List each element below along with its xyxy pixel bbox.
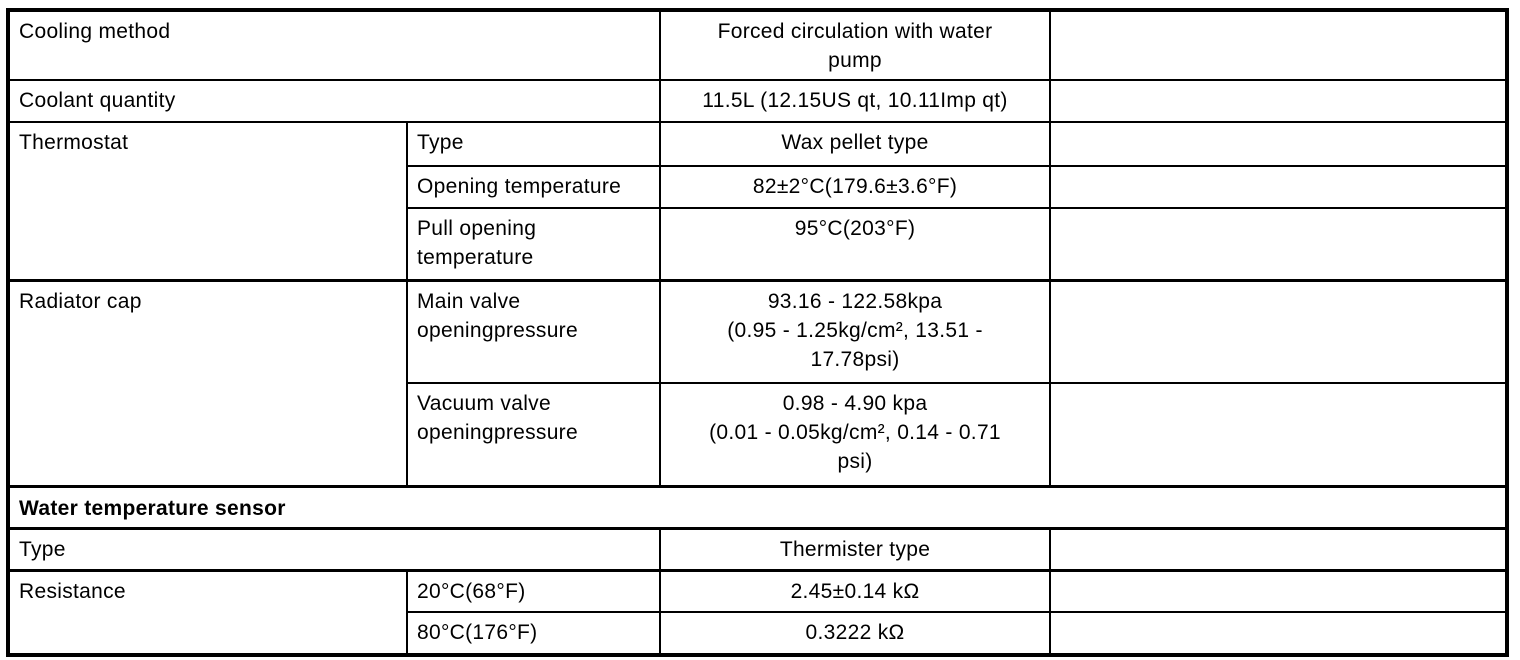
table-row-section-header: Water temperature sensor [6,484,1509,529]
resistance-80c-value: 0.3222 kΩ [659,611,1052,656]
table-row-cooling-method: Cooling method Forced circulation with w… [6,9,1509,81]
table-row-pull-opening-temperature: Pull opening temperature 95°C(203°F) [8,207,1509,281]
water-temperature-sensor-section-header: Water temperature sensor [6,484,1509,529]
empty-cell [1049,278,1509,384]
empty-cell [1049,526,1509,571]
pull-opening-temperature-value: 95°C(203°F) [659,207,1052,281]
vacuum-valve-opening-pressure-value: 0.98 - 4.90 kpa (0.01 - 0.05kg/cm², 0.14… [659,382,1052,487]
empty-cell [1049,9,1509,81]
page: { "colors": { "background": "#ffffff", "… [0,8,1520,660]
empty-cell [1049,207,1509,281]
thermostat-group-label: Thermostat [7,121,408,281]
opening-temperature-value: 82±2°C(179.6±3.6°F) [659,165,1052,209]
empty-cell [1049,611,1509,656]
specs-table: Cooling method Forced circulation with w… [6,8,1510,657]
sensor-type-label: Type [6,526,662,571]
main-valve-opening-pressure-value: 93.16 - 122.58kpa (0.95 - 1.25kg/cm², 13… [659,278,1052,384]
thermostat-type-value: Wax pellet type [659,121,1052,167]
resistance-20c-value: 2.45±0.14 kΩ [659,568,1052,613]
table-row-resistance-20c: Resistance 20°C(68°F) 2.45±0.14 kΩ [7,568,1509,656]
empty-cell [1049,79,1509,123]
table-row-main-valve: Radiator cap Main valve openingpressure … [7,278,1509,487]
empty-cell [1049,568,1509,613]
resistance-80c-label: 80°C(176°F) [405,611,662,656]
table-row-resistance-80c: 80°C(176°F) 0.3222 kΩ [8,611,1509,656]
coolant-quantity-value: 11.5L (12.15US qt, 10.11Imp qt) [659,79,1052,123]
table-row-coolant-quantity: Coolant quantity 11.5L (12.15US qt, 10.1… [6,79,1509,123]
cooling-method-label: Cooling method [6,9,662,81]
radiator-cap-group-label: Radiator cap [7,278,408,487]
thermostat-type-label: Type [405,121,662,167]
main-valve-opening-pressure-label: Main valve openingpressure [405,278,662,384]
cooling-method-value: Forced circulation with water pump [659,9,1052,81]
resistance-group-label: Resistance [7,568,408,656]
coolant-quantity-label: Coolant quantity [6,79,662,123]
table-row-sensor-type: Type Thermister type [6,526,1509,571]
table-row-vacuum-valve: Vacuum valve openingpressure 0.98 - 4.90… [8,382,1509,487]
table-row-opening-temperature: Opening temperature 82±2°C(179.6±3.6°F) [8,165,1509,209]
empty-cell [1049,382,1509,487]
table-row-thermostat-type: Thermostat Type Wax pellet type [7,121,1509,281]
vacuum-valve-opening-pressure-label: Vacuum valve openingpressure [405,382,662,487]
resistance-20c-label: 20°C(68°F) [405,568,662,613]
empty-cell [1049,121,1509,167]
pull-opening-temperature-label: Pull opening temperature [405,207,662,281]
opening-temperature-label: Opening temperature [405,165,662,209]
empty-cell [1049,165,1509,209]
sensor-type-value: Thermister type [659,526,1052,571]
